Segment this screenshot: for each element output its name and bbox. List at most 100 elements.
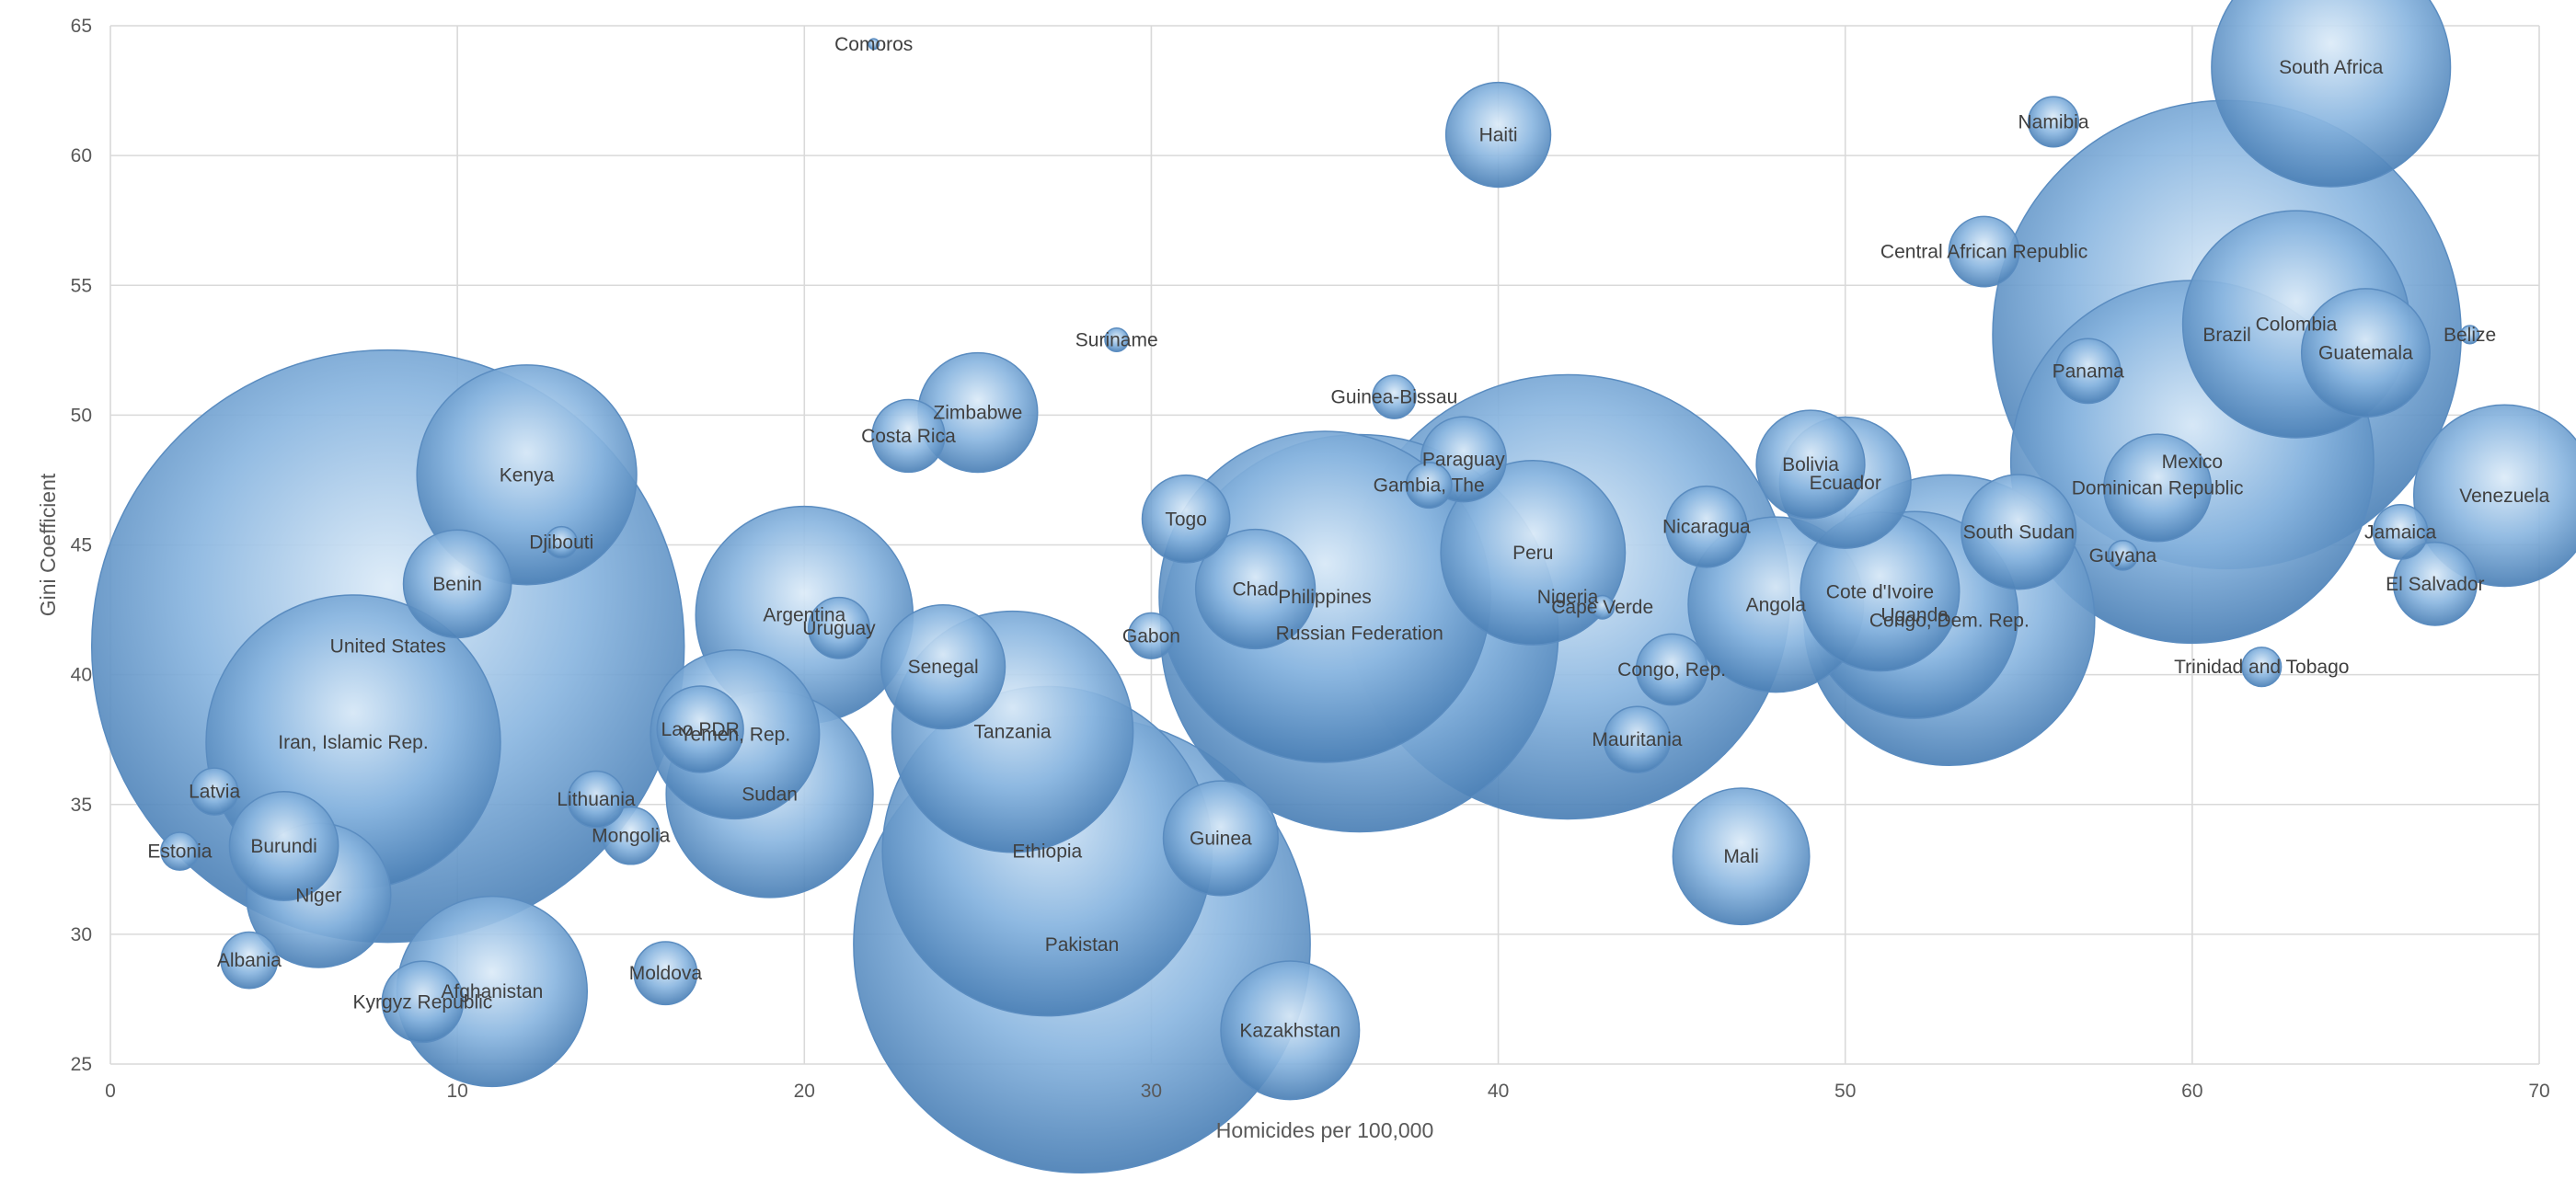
bubble xyxy=(1104,327,1130,353)
bubble xyxy=(2103,433,2213,543)
bubble-label: Afghanistan xyxy=(441,981,543,1002)
point-labels: Comoros Haiti South Africa Namibia Central A… xyxy=(147,34,2549,1042)
bubble-label: Niger xyxy=(295,886,341,907)
bubble-label: Djibouti xyxy=(529,532,593,554)
y-tick-label: 50 xyxy=(71,405,92,426)
bubble-label: Mali xyxy=(1723,846,1759,867)
bubble xyxy=(2027,96,2080,148)
bubble-label: Tanzania xyxy=(974,722,1052,743)
bubble xyxy=(1755,409,1866,520)
bubble xyxy=(2372,504,2429,560)
bubble xyxy=(1194,528,1317,650)
bubble-label: Sudan xyxy=(742,784,798,805)
bubble-label: Venezuela xyxy=(2459,486,2549,507)
bubble xyxy=(1162,780,1279,897)
bubble xyxy=(2054,338,2122,405)
bubble-label: Uruguay xyxy=(802,618,876,639)
bubble-label: Brazil xyxy=(2202,325,2251,346)
bubble xyxy=(190,767,239,816)
bubble-label: Philippines xyxy=(1278,587,1372,608)
y-tick-label: 35 xyxy=(71,795,92,816)
bubble-label: Gambia, The xyxy=(1374,475,1485,497)
bubble-label: Suriname xyxy=(1075,330,1158,351)
x-axis-title: Homicides per 100,000 xyxy=(1216,1118,1434,1142)
bubble-label: Congo, Rep. xyxy=(1617,659,1726,681)
bubble xyxy=(567,770,626,829)
y-tick-label: 45 xyxy=(71,535,92,556)
bubble-label: Nigeria xyxy=(1537,587,1599,608)
axes: 0 10 20 30 40 50 60 70 25 30 35 40 45 50 55 60 65 Homicid… xyxy=(36,16,2550,1142)
bubble xyxy=(656,685,744,773)
bubble-label: United States xyxy=(330,636,446,658)
x-tick-label: 40 xyxy=(1488,1081,1509,1102)
bubble-label: Belize xyxy=(2444,325,2496,346)
bubble-label: Ethiopia xyxy=(1012,841,1082,863)
bubble xyxy=(2392,541,2478,626)
bubble xyxy=(1444,81,1552,189)
bubble xyxy=(633,941,698,1006)
bubble-label: Mexico xyxy=(2162,452,2224,473)
bubble-label: Guinea xyxy=(1190,828,1252,849)
bubble-label: Peru xyxy=(1512,543,1553,564)
bubble xyxy=(416,364,638,586)
y-tick-label: 55 xyxy=(71,275,92,296)
bubble xyxy=(808,596,870,659)
bubble-label: Lao PDR xyxy=(661,719,740,740)
bubble-label: Dominican Republic xyxy=(2072,477,2244,498)
bubble xyxy=(2459,325,2480,345)
y-tick-label: 30 xyxy=(71,924,92,945)
bubble xyxy=(1672,787,1811,926)
bubble-label: Albania xyxy=(217,950,282,971)
bubble-label: Gabon xyxy=(1122,625,1180,647)
x-tick-label: 60 xyxy=(2181,1081,2202,1102)
bubble-label: Iran, Islamic Rep. xyxy=(278,732,428,753)
bubble-label: Paraguay xyxy=(1422,449,1505,470)
bubble xyxy=(868,38,880,51)
bubble-label: Moldova xyxy=(629,963,703,984)
bubble xyxy=(1665,485,1748,568)
bubble-label: Kyrgyz Republic xyxy=(353,991,493,1013)
bubble-label: Kenya xyxy=(500,464,555,486)
bubble-label: Uganda xyxy=(1880,605,1949,626)
bubble xyxy=(871,398,946,474)
bubble-label: Yemen, Rep. xyxy=(680,725,791,746)
bubble xyxy=(1590,594,1616,620)
x-tick-label: 30 xyxy=(1141,1081,1162,1102)
x-tick-label: 70 xyxy=(2528,1081,2549,1102)
bubbles xyxy=(90,0,2576,1174)
bubble-label: Trinidad and Tobago xyxy=(2174,657,2349,678)
bubble-label: Estonia xyxy=(147,841,212,863)
bubble xyxy=(601,806,661,865)
bubble xyxy=(1141,474,1231,564)
bubble xyxy=(228,791,339,901)
bubble-label: Chad xyxy=(1232,578,1278,600)
bubble-label: Senegal xyxy=(908,657,979,678)
bubble-label: Benin xyxy=(432,574,482,595)
bubble xyxy=(2211,0,2452,188)
x-tick-label: 50 xyxy=(1834,1081,1856,1102)
bubble-label: South Africa xyxy=(2279,57,2384,78)
x-tick-label: 20 xyxy=(794,1081,815,1102)
bubble-label: Bolivia xyxy=(1782,454,1839,475)
bubble-label: Panama xyxy=(2053,361,2125,382)
bubble-label: Latvia xyxy=(189,782,240,803)
bubble-label: Cape Verde xyxy=(1551,597,1653,618)
bubble-label: Namibia xyxy=(2018,111,2088,132)
bubble-label: Lithuania xyxy=(557,789,636,810)
bubble-label: Central African Republic xyxy=(1880,242,2087,263)
bubble-label: Jamaica xyxy=(2364,521,2437,543)
y-tick-label: 65 xyxy=(71,16,92,37)
bubble xyxy=(2107,539,2139,571)
bubble xyxy=(1603,705,1672,773)
bubble xyxy=(160,831,200,871)
bubble-label: Congo, Dem. Rep. xyxy=(1869,610,2030,631)
bubble-label: Mongolia xyxy=(592,826,671,847)
bubble xyxy=(1635,633,1708,706)
bubble-label: Costa Rica xyxy=(861,426,956,447)
x-tick-label: 0 xyxy=(105,1081,116,1102)
bubble-label: Ecuador xyxy=(1810,473,1881,494)
bubble-label: Russian Federation xyxy=(1276,623,1443,644)
bubble-label: Cote d'Ivoire xyxy=(1826,581,1934,602)
